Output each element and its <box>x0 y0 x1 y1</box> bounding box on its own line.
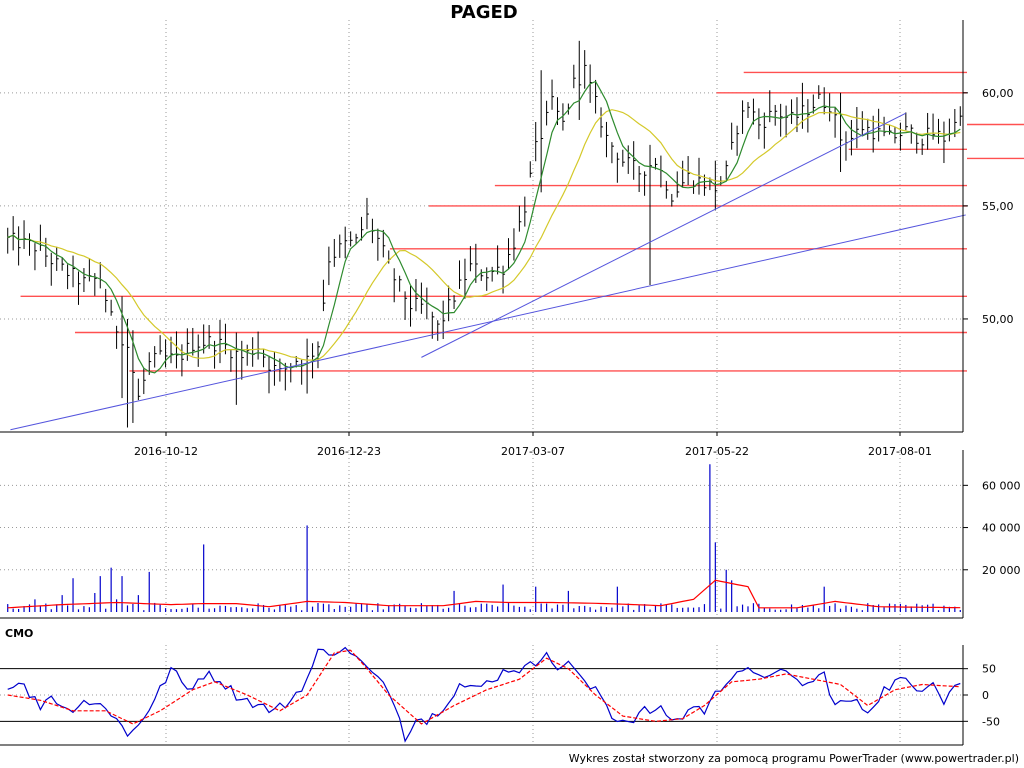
x-tick-label: 2017-03-07 <box>501 445 565 458</box>
volume-y-tick-label: 40 000 <box>982 522 1021 535</box>
moving-average-layer <box>7 80 961 374</box>
trendline-1 <box>421 112 907 358</box>
tick-labels-layer: 2016-10-12 2016-12-23 2017-03-07 2017-05-22… <box>134 87 1020 728</box>
footer-credit: Wykres został stworzony za pomocą progra… <box>569 752 1019 765</box>
grid-layer <box>0 20 963 745</box>
price-bars-layer <box>7 40 963 428</box>
volume-y-tick-label: 20 000 <box>982 564 1021 577</box>
cmo-panel-label: CMO <box>5 627 33 640</box>
x-tick-label: 2017-05-22 <box>685 445 749 458</box>
axes-layer <box>0 20 968 746</box>
volume-y-tick-label: 60 000 <box>982 479 1021 492</box>
cmo-y-tick-label: 50 <box>982 663 996 676</box>
price-y-tick-label: 55,00 <box>982 200 1014 213</box>
x-tick-label: 2016-10-12 <box>134 445 198 458</box>
x-tick-label: 2017-08-01 <box>868 445 932 458</box>
ma-long-line <box>7 109 961 361</box>
x-tick-label: 2016-12-23 <box>317 445 381 458</box>
cmo-y-tick-label: 0 <box>982 689 989 702</box>
cmo-signal-line <box>7 649 961 725</box>
trendline-0 <box>10 214 966 431</box>
chart-title: PAGED <box>450 2 517 23</box>
cmo-y-tick-label: -50 <box>982 715 1000 728</box>
volume-average-line <box>7 579 961 609</box>
trendlines-layer <box>10 112 966 431</box>
cmo-lines-layer <box>7 646 961 743</box>
price-y-tick-label: 50,00 <box>982 313 1014 326</box>
ma-short-line <box>7 80 961 374</box>
volume-bars-layer <box>7 464 961 612</box>
cmo-line <box>7 646 961 743</box>
price-y-tick-label: 60,00 <box>982 87 1014 100</box>
reference-lines-layer <box>0 668 963 722</box>
